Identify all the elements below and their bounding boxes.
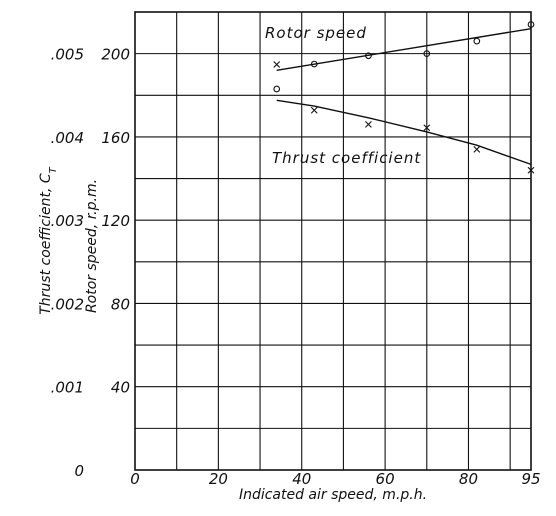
ct-tick-label: .004 [51, 129, 84, 147]
thrust-coefficient-series-label: Thrust coefficient [272, 149, 421, 167]
x-tick-label: 60 [376, 470, 395, 488]
plot-frame [135, 12, 531, 470]
series-lines [277, 29, 531, 165]
rpm-tick-label: 120 [101, 212, 130, 230]
ct-subscript: T [48, 166, 59, 173]
rpm-tick-label: 160 [101, 129, 130, 147]
rotor-speed-point [474, 38, 480, 44]
rotor-speed-point [274, 86, 280, 92]
x-tick-label: 20 [209, 470, 228, 488]
rpm-tick-label: 40 [111, 379, 130, 397]
x-tick-label: 80 [459, 470, 478, 488]
thrust-coefficient-point [311, 107, 317, 113]
x-tick-label: 0 [130, 470, 140, 488]
right-y-axis-label: Rotor speed, r.p.m. [84, 179, 100, 313]
ct-tick-label: 0 [74, 462, 84, 480]
thrust-coefficient-point [474, 146, 480, 152]
rpm-tick-label: 200 [101, 46, 130, 64]
ct-tick-label: .002 [51, 295, 84, 313]
grid-lines [135, 12, 531, 470]
tick-labels: 0 20 40 60 80 95 40 80 120 160 200 0 .001 .002 .003 .00… [51, 46, 541, 488]
ct-tick-label: .001 [51, 379, 84, 397]
x-tick-label: 95 [521, 470, 540, 488]
thrust-coefficient-point [274, 61, 280, 67]
rpm-tick-label: 80 [111, 295, 130, 313]
left-y-axis-label: Thrust coefficient, CT [38, 166, 59, 314]
x-tick-label: 40 [292, 470, 311, 488]
ct-tick-label: .005 [51, 46, 84, 64]
x-axis-label: Indicated air speed, m.p.h. [239, 487, 427, 503]
thrust-coefficient-point [365, 121, 371, 127]
rotor-speed-series-label: Rotor speed [265, 24, 367, 42]
ct-tick-label: .003 [51, 212, 84, 230]
